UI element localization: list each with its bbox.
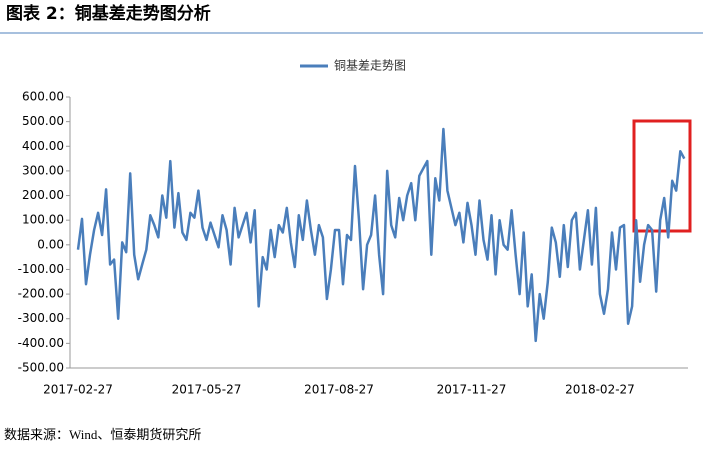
figure-title: 图表 2：铜基差走势图分析 <box>6 3 211 24</box>
y-tick-label: -200.00 <box>18 287 64 301</box>
highlight-box <box>632 119 692 233</box>
x-tick-label: 2017-05-27 <box>172 383 242 397</box>
y-tick-label: -500.00 <box>18 361 64 375</box>
y-tick-label: 600.00 <box>22 90 64 104</box>
x-tick-label: 2017-02-27 <box>43 383 113 397</box>
y-tick-label: 300.00 <box>22 163 64 177</box>
x-tick-label: 2017-08-27 <box>304 383 374 397</box>
legend-label: 铜基差走势图 <box>334 58 406 73</box>
data-line <box>76 127 686 343</box>
y-tick-label: -400.00 <box>18 336 64 350</box>
source-note: 数据来源：Wind、恒泰期货研究所 <box>4 427 201 442</box>
y-tick-label: -100.00 <box>18 262 64 276</box>
x-tick-label: 2018-02-27 <box>565 383 635 397</box>
y-tick-label: 500.00 <box>22 114 64 128</box>
y-tick-label: 200.00 <box>22 188 64 202</box>
x-tick-label: 2017-11-27 <box>437 383 507 397</box>
y-tick-label: 100.00 <box>22 213 64 227</box>
y-tick-label: -300.00 <box>18 311 64 325</box>
y-tick-label: 0.00 <box>37 237 64 251</box>
y-tick-label: 400.00 <box>22 139 64 153</box>
